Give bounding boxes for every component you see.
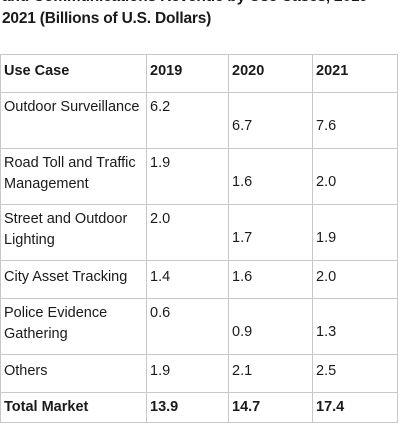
value-2020-cell: 1.6 [228, 148, 313, 205]
value-2019-cell: 6.2 [146, 92, 229, 149]
header-2020: 2020 [228, 54, 313, 93]
revenue-table: Use Case 2019 2020 2021 Outdoor Surveill… [0, 54, 398, 423]
total-label: Total Market [0, 392, 147, 423]
value-2019-cell: 1.9 [146, 148, 229, 205]
value-2021: 1.9 [316, 230, 337, 246]
value-2020-cell: 0.9 [228, 298, 313, 355]
value-2020-cell: 1.7 [228, 204, 313, 261]
use-case-cell: Outdoor Surveillance [0, 92, 147, 149]
value-2020: 1.6 [232, 174, 253, 190]
use-case-cell: Others [0, 354, 147, 393]
header-2021: 2021 [312, 54, 398, 93]
total-row: Total Market 13.9 14.7 17.4 [0, 392, 398, 423]
header-use-case: Use Case [0, 54, 147, 93]
value-2020: 1.7 [232, 230, 253, 246]
value-2019-cell: 1.9 [146, 354, 229, 393]
value-2021-cell: 1.9 [312, 204, 398, 261]
value-2021-cell: 2.5 [312, 354, 398, 393]
table-row: Others 1.9 2.1 2.5 [0, 354, 398, 393]
table-row: Police Evidence Gathering 0.6 0.9 1.3 [0, 298, 398, 355]
value-2021-cell: 2.0 [312, 148, 398, 205]
value-2021-cell: 1.3 [312, 298, 398, 355]
value-2021-cell: 7.6 [312, 92, 398, 149]
table-row: Street and Outdoor Lighting 2.0 1.7 1.9 [0, 204, 398, 261]
use-case-cell: Road Toll and Traffic Management [0, 148, 147, 205]
value-2020: 6.7 [232, 118, 253, 134]
use-case-cell: City Asset Tracking [0, 260, 147, 299]
value-2020-cell: 6.7 [228, 92, 313, 149]
use-case-cell: Police Evidence Gathering [0, 298, 147, 355]
table-title: and Communications Revenue by Use Cases,… [2, 0, 373, 27]
value-2021: 1.3 [316, 324, 337, 340]
total-2019: 13.9 [146, 392, 229, 423]
total-2021: 17.4 [312, 392, 398, 423]
use-case-cell: Street and Outdoor Lighting [0, 204, 147, 261]
value-2020-cell: 2.1 [228, 354, 313, 393]
value-2020-cell: 1.6 [228, 260, 313, 299]
table-row: Outdoor Surveillance 6.2 6.7 7.6 [0, 92, 398, 149]
table-row: Road Toll and Traffic Management 1.9 1.6… [0, 148, 398, 205]
value-2019-cell: 2.0 [146, 204, 229, 261]
table-row: City Asset Tracking 1.4 1.6 2.0 [0, 260, 398, 299]
header-row: Use Case 2019 2020 2021 [0, 54, 398, 93]
total-2020: 14.7 [228, 392, 313, 423]
value-2021-cell: 2.0 [312, 260, 398, 299]
value-2019-cell: 1.4 [146, 260, 229, 299]
value-2020: 0.9 [232, 324, 253, 340]
value-2021: 2.0 [316, 174, 337, 190]
header-2019: 2019 [146, 54, 229, 93]
value-2019-cell: 0.6 [146, 298, 229, 355]
value-2021: 7.6 [316, 118, 337, 134]
